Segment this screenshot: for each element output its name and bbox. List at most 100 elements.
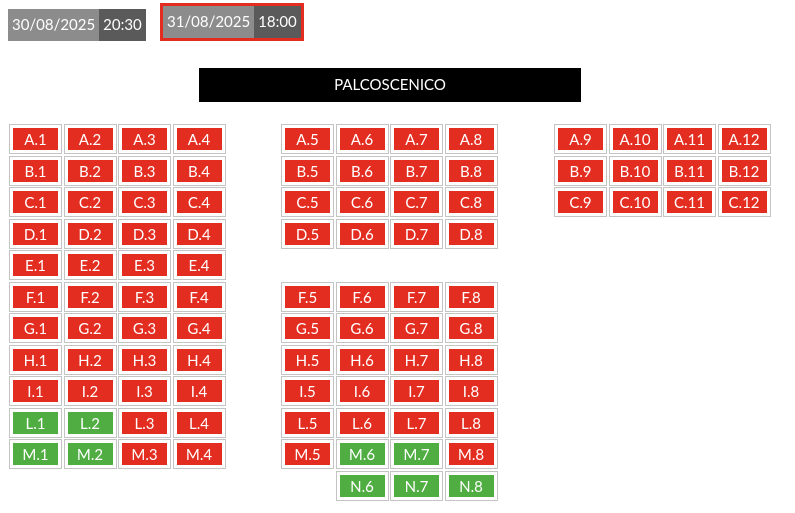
seat-A-5-occupied[interactable]: A.5 [281, 124, 334, 154]
seat-F-1-occupied[interactable]: F.1 [9, 281, 62, 312]
seat-L-6-occupied[interactable]: L.6 [335, 407, 389, 438]
seat-A-8-occupied[interactable]: A.8 [444, 124, 498, 154]
seat-F-7-occupied[interactable]: F.7 [390, 281, 443, 312]
seat-D-1-occupied[interactable]: D.1 [9, 218, 62, 249]
seat-A-3-occupied[interactable]: A.3 [118, 124, 171, 154]
seat-G-4-occupied[interactable]: G.4 [172, 313, 226, 343]
seat-B-12-occupied[interactable]: B.12 [717, 155, 771, 186]
seat-D-4-occupied[interactable]: D.4 [172, 218, 226, 249]
seat-I-7-occupied[interactable]: I.7 [390, 376, 443, 406]
seat-I-8-occupied[interactable]: I.8 [444, 376, 498, 406]
seat-D-7-occupied[interactable]: D.7 [390, 218, 443, 249]
seat-E-4-occupied[interactable]: E.4 [172, 250, 226, 280]
seat-L-3-occupied[interactable]: L.3 [118, 407, 171, 438]
seat-A-12-occupied[interactable]: A.12 [717, 124, 771, 154]
date-option-2-selected[interactable]: 31/08/2025 18:00 [160, 3, 304, 41]
seat-H-2-occupied[interactable]: H.2 [63, 344, 117, 375]
seat-B-8-occupied[interactable]: B.8 [444, 155, 498, 186]
seat-I-6-occupied[interactable]: I.6 [335, 376, 389, 406]
seat-E-1-occupied[interactable]: E.1 [9, 250, 62, 280]
seat-D-5-occupied[interactable]: D.5 [281, 218, 334, 249]
seat-A-6-occupied[interactable]: A.6 [335, 124, 389, 154]
seat-A-4-occupied[interactable]: A.4 [172, 124, 226, 154]
seat-C-3-occupied[interactable]: C.3 [118, 187, 171, 217]
seat-I-2-occupied[interactable]: I.2 [63, 376, 117, 406]
seat-N-6-available[interactable]: N.6 [335, 470, 389, 501]
seat-B-3-occupied[interactable]: B.3 [118, 155, 171, 186]
seat-C-10-occupied[interactable]: C.10 [608, 187, 662, 217]
seat-C-11-occupied[interactable]: C.11 [663, 187, 716, 217]
seat-M-1-available[interactable]: M.1 [9, 439, 62, 469]
seat-A-9-occupied[interactable]: A.9 [554, 124, 607, 154]
seat-D-3-occupied[interactable]: D.3 [118, 218, 171, 249]
seat-L-8-occupied[interactable]: L.8 [444, 407, 498, 438]
seat-L-7-occupied[interactable]: L.7 [390, 407, 443, 438]
seat-A-10-occupied[interactable]: A.10 [608, 124, 662, 154]
seat-B-6-occupied[interactable]: B.6 [335, 155, 389, 186]
seat-G-2-occupied[interactable]: G.2 [63, 313, 117, 343]
seat-I-3-occupied[interactable]: I.3 [118, 376, 171, 406]
seat-N-7-available[interactable]: N.7 [390, 470, 443, 501]
seat-C-2-occupied[interactable]: C.2 [63, 187, 117, 217]
seat-L-5-occupied[interactable]: L.5 [281, 407, 334, 438]
seat-H-5-occupied[interactable]: H.5 [281, 344, 334, 375]
seat-L-4-occupied[interactable]: L.4 [172, 407, 226, 438]
seat-M-8-occupied[interactable]: M.8 [444, 439, 498, 469]
seat-B-10-occupied[interactable]: B.10 [608, 155, 662, 186]
seat-B-1-occupied[interactable]: B.1 [9, 155, 62, 186]
seat-C-6-occupied[interactable]: C.6 [335, 187, 389, 217]
seat-H-4-occupied[interactable]: H.4 [172, 344, 226, 375]
seat-F-2-occupied[interactable]: F.2 [63, 281, 117, 312]
seat-B-2-occupied[interactable]: B.2 [63, 155, 117, 186]
seat-F-4-occupied[interactable]: F.4 [172, 281, 226, 312]
seat-N-8-available[interactable]: N.8 [444, 470, 498, 501]
seat-C-5-occupied[interactable]: C.5 [281, 187, 334, 217]
seat-M-6-available[interactable]: M.6 [335, 439, 389, 469]
seat-G-3-occupied[interactable]: G.3 [118, 313, 171, 343]
seat-H-3-occupied[interactable]: H.3 [118, 344, 171, 375]
seat-B-11-occupied[interactable]: B.11 [663, 155, 716, 186]
seat-B-5-occupied[interactable]: B.5 [281, 155, 334, 186]
seat-L-2-available[interactable]: L.2 [63, 407, 117, 438]
date-option-1[interactable]: 30/08/2025 20:30 [8, 9, 146, 41]
seat-F-6-occupied[interactable]: F.6 [335, 281, 389, 312]
seat-H-7-occupied[interactable]: H.7 [390, 344, 443, 375]
seat-C-4-occupied[interactable]: C.4 [172, 187, 226, 217]
seat-A-11-occupied[interactable]: A.11 [663, 124, 716, 154]
seat-M-3-occupied[interactable]: M.3 [118, 439, 171, 469]
seat-F-5-occupied[interactable]: F.5 [281, 281, 334, 312]
seat-M-4-occupied[interactable]: M.4 [172, 439, 226, 469]
seat-C-1-occupied[interactable]: C.1 [9, 187, 62, 217]
seat-B-9-occupied[interactable]: B.9 [554, 155, 607, 186]
seat-E-3-occupied[interactable]: E.3 [118, 250, 171, 280]
seat-C-8-occupied[interactable]: C.8 [444, 187, 498, 217]
seat-A-2-occupied[interactable]: A.2 [63, 124, 117, 154]
seat-H-8-occupied[interactable]: H.8 [444, 344, 498, 375]
seat-B-7-occupied[interactable]: B.7 [390, 155, 443, 186]
seat-M-5-occupied[interactable]: M.5 [281, 439, 334, 469]
seat-G-6-occupied[interactable]: G.6 [335, 313, 389, 343]
seat-I-5-occupied[interactable]: I.5 [281, 376, 334, 406]
seat-G-1-occupied[interactable]: G.1 [9, 313, 62, 343]
seat-C-7-occupied[interactable]: C.7 [390, 187, 443, 217]
seat-B-4-occupied[interactable]: B.4 [172, 155, 226, 186]
seat-F-3-occupied[interactable]: F.3 [118, 281, 171, 312]
seat-E-2-occupied[interactable]: E.2 [63, 250, 117, 280]
seat-L-1-available[interactable]: L.1 [9, 407, 62, 438]
seat-I-1-occupied[interactable]: I.1 [9, 376, 62, 406]
seat-G-7-occupied[interactable]: G.7 [390, 313, 443, 343]
seat-D-2-occupied[interactable]: D.2 [63, 218, 117, 249]
seat-H-6-occupied[interactable]: H.6 [335, 344, 389, 375]
seat-M-2-available[interactable]: M.2 [63, 439, 117, 469]
seat-C-12-occupied[interactable]: C.12 [717, 187, 771, 217]
seat-G-5-occupied[interactable]: G.5 [281, 313, 334, 343]
seat-M-7-available[interactable]: M.7 [390, 439, 443, 469]
seat-G-8-occupied[interactable]: G.8 [444, 313, 498, 343]
seat-D-8-occupied[interactable]: D.8 [444, 218, 498, 249]
seat-I-4-occupied[interactable]: I.4 [172, 376, 226, 406]
seat-H-1-occupied[interactable]: H.1 [9, 344, 62, 375]
seat-C-9-occupied[interactable]: C.9 [554, 187, 607, 217]
seat-D-6-occupied[interactable]: D.6 [335, 218, 389, 249]
seat-F-8-occupied[interactable]: F.8 [444, 281, 498, 312]
seat-A-7-occupied[interactable]: A.7 [390, 124, 443, 154]
